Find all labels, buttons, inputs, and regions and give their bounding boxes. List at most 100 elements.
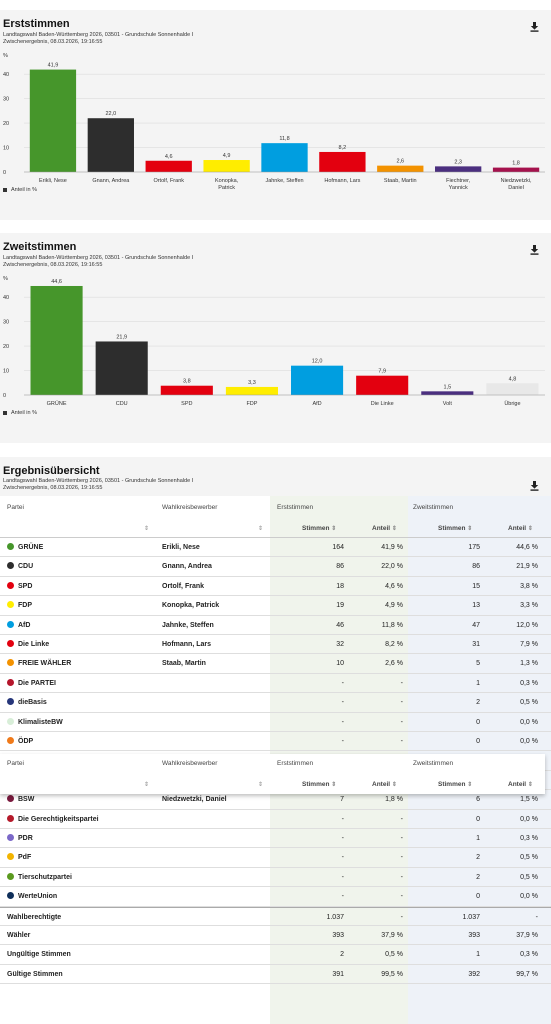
erst-share-cell: 4,6 % — [385, 582, 403, 590]
bar[interactable] — [291, 365, 344, 395]
sort-icon[interactable]: ⇕ — [144, 526, 150, 532]
zweit-share-cell: 3,3 % — [520, 602, 538, 610]
party-cell: dieBasis — [7, 693, 47, 711]
erst-votes-cell: - — [341, 893, 344, 901]
y-tick-label: 20 — [3, 121, 9, 127]
party-name: Die Gerechtigkeitspartei — [18, 815, 99, 823]
summary-label: Ungültige Stimmen — [7, 951, 71, 959]
erst-votes-cell: 393 — [332, 932, 344, 939]
bar[interactable] — [377, 165, 424, 172]
table-row: Die Linke Hofmann, Lars 32 8,2 % 31 7,9 % — [0, 635, 551, 655]
party-name: CDU — [18, 563, 34, 571]
erst-votes-cell: 32 — [336, 641, 344, 648]
header-zweit-anteil[interactable]: Anteil ⇕ — [508, 781, 533, 788]
bar[interactable] — [29, 69, 77, 172]
legend-label: Anteil in % — [11, 187, 37, 193]
download-icon[interactable] — [530, 245, 539, 255]
header-erst-stimmen[interactable]: Stimmen ⇕ — [302, 781, 336, 788]
bar[interactable] — [421, 391, 474, 395]
bar[interactable] — [95, 341, 148, 395]
zweit-share-cell: 0,0 % — [520, 815, 538, 823]
x-tick-label: Niedzwetzki, Daniel — [501, 178, 532, 191]
erst-share-cell: 22,0 % — [381, 563, 403, 571]
zweit-votes-cell: 86 — [472, 563, 480, 571]
x-tick-label: Staab, Martin — [384, 178, 417, 184]
bar-value-label: 2,3 — [454, 159, 462, 165]
erst-votes-cell: 2 — [340, 951, 344, 959]
bar[interactable] — [486, 383, 539, 395]
x-tick-label-line: Daniel — [508, 185, 524, 191]
y-tick-label: 10 — [3, 369, 9, 375]
sort-icon: ⇕ — [467, 782, 473, 788]
sort-icon[interactable]: ⇕ — [258, 526, 264, 532]
bar[interactable] — [492, 167, 540, 172]
table-row: FREIE WÄHLER Staab, Martin 10 2,6 % 5 1,3 % — [0, 654, 551, 674]
candidate-cell: Gnann, Andrea — [162, 563, 212, 571]
bar[interactable] — [160, 385, 213, 395]
erst-votes-cell: 19 — [336, 602, 344, 610]
party-name: AfD — [18, 621, 31, 629]
header-erst-anteil[interactable]: Anteil ⇕ — [372, 781, 397, 788]
party-cell: CDU — [7, 557, 33, 575]
party-color-dot — [7, 562, 14, 570]
y-tick-label: 20 — [3, 344, 9, 350]
bar-value-label: 3,3 — [248, 380, 256, 386]
bar-value-label: 4,6 — [165, 154, 173, 160]
summary-label: Wähler — [7, 932, 31, 939]
erst-share-cell: - — [400, 873, 403, 881]
x-tick-label: SPD — [181, 401, 192, 407]
party-color-dot — [7, 678, 14, 686]
zweit-votes-cell: 15 — [472, 582, 480, 590]
erst-share-cell: - — [400, 699, 403, 707]
header-erst-anteil[interactable]: Anteil ⇕ — [372, 525, 397, 532]
erst-share-cell: 11,8 % — [381, 621, 403, 629]
zweitstimmen-card: Zweitstimmen Landtagswahl Baden-Württemb… — [0, 233, 551, 443]
header-zweit-stimmen[interactable]: Stimmen ⇕ — [438, 781, 472, 788]
erst-share-cell: - — [400, 679, 403, 687]
x-tick-label: Die Linke — [371, 401, 394, 407]
bar[interactable] — [261, 143, 308, 172]
bar-value-label: 1,5 — [443, 384, 451, 390]
x-tick-label-line: Yannick — [449, 185, 468, 191]
header-zweit-stimmen[interactable]: Stimmen ⇕ — [438, 525, 472, 532]
sort-icon: ⇕ — [467, 526, 473, 532]
erst-share-cell: 0,5 % — [385, 951, 403, 959]
x-tick-label: Hofmann, Lars — [324, 178, 360, 184]
table-row: WerteUnion - - 0 0,0 % — [0, 887, 551, 907]
download-icon[interactable] — [530, 481, 539, 491]
x-tick-label: GRÜNE — [47, 400, 67, 407]
erst-share-cell: 2,6 % — [385, 660, 403, 668]
party-cell: FDP — [7, 596, 32, 614]
header-label: Anteil — [372, 525, 391, 532]
sort-icon[interactable]: ⇕ — [258, 782, 264, 788]
bar[interactable] — [225, 386, 278, 395]
bar[interactable] — [87, 118, 134, 172]
table-row: Die Gerechtigkeitspartei - - 0 0,0 % — [0, 810, 551, 829]
bar[interactable] — [30, 285, 83, 395]
erst-votes-cell: 7 — [340, 796, 344, 804]
erst-votes-cell: 1.037 — [326, 913, 344, 921]
bar-value-label: 22,0 — [105, 111, 116, 117]
bar[interactable] — [145, 160, 192, 172]
table-row: AfD Jahnke, Steffen 46 11,8 % 47 12,0 % — [0, 616, 551, 635]
erst-share-cell: 99,5 % — [381, 970, 403, 978]
table-row: GRÜNE Erikli, Nese 164 41,9 % 175 44,6 % — [0, 538, 551, 558]
sort-icon: ⇕ — [331, 782, 337, 788]
erst-share-cell: - — [400, 718, 403, 726]
zweit-votes-cell: 1 — [476, 951, 480, 959]
x-tick-label: Jahnke, Steffen — [265, 178, 303, 184]
header-zweit-anteil[interactable]: Anteil ⇕ — [508, 525, 533, 532]
bar[interactable] — [203, 160, 250, 172]
bar[interactable] — [356, 375, 409, 395]
zweit-share-cell: 3,8 % — [520, 582, 538, 590]
download-icon[interactable] — [530, 22, 539, 32]
bar[interactable] — [319, 151, 366, 172]
sort-icon[interactable]: ⇕ — [144, 782, 150, 788]
bar[interactable] — [435, 166, 482, 172]
header-erst-stimmen[interactable]: Stimmen ⇕ — [302, 525, 336, 532]
table-row: SPD Ortolf, Frank 18 4,6 % 15 3,8 % — [0, 577, 551, 597]
y-tick-label: 40 — [3, 72, 9, 78]
erst-share-cell: 8,2 % — [385, 641, 403, 648]
zweit-votes-cell: 0 — [476, 738, 480, 745]
y-tick-label: 0 — [3, 393, 6, 399]
